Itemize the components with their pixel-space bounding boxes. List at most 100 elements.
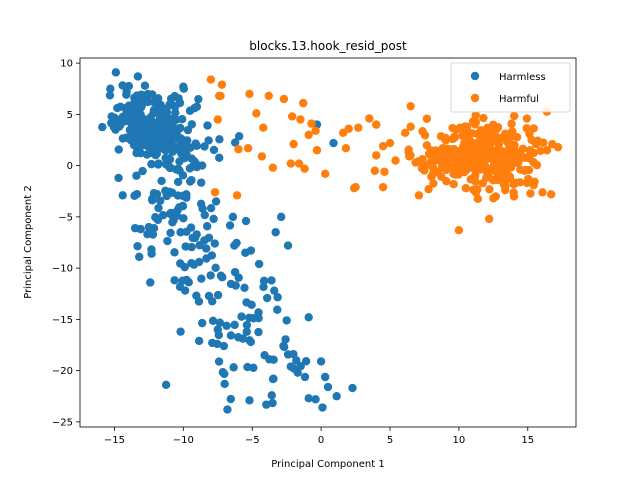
scatter-point	[553, 142, 563, 152]
scatter-point	[505, 163, 514, 172]
scatter-point	[273, 293, 282, 302]
scatter-point	[144, 120, 154, 130]
scatter-point	[418, 154, 427, 164]
scatter-point	[489, 194, 498, 203]
scatter-point	[289, 139, 298, 149]
scatter-point	[140, 81, 150, 90]
scatter-point	[194, 297, 204, 306]
scatter-point	[230, 241, 239, 250]
scatter-point	[271, 228, 280, 237]
scatter-point	[130, 98, 139, 108]
scatter-point	[279, 341, 288, 351]
axes-frame	[79, 57, 577, 428]
scatter-point	[441, 133, 450, 143]
scatter-point	[202, 254, 211, 263]
scatter-point	[114, 173, 123, 183]
scatter-point	[501, 185, 510, 195]
scatter-point	[525, 129, 534, 138]
scatter-point	[234, 273, 243, 282]
scatter-point	[172, 115, 181, 124]
scatter-point	[372, 151, 381, 160]
scatter-point	[146, 113, 155, 122]
scatter-point	[452, 125, 461, 134]
points-layer	[98, 68, 563, 414]
scatter-point	[406, 101, 415, 111]
scatter-point	[267, 276, 276, 285]
scatter-point	[523, 174, 533, 184]
scatter-point	[151, 213, 160, 222]
scatter-point	[217, 80, 227, 89]
scatter-point	[269, 374, 278, 383]
scatter-point	[118, 191, 127, 200]
scatter-point	[286, 362, 295, 371]
scatter-point	[476, 131, 486, 141]
scatter-point	[365, 114, 374, 123]
scatter-point	[158, 211, 168, 220]
scatter-point	[194, 336, 204, 346]
scatter-point	[196, 178, 206, 187]
scatter-point	[111, 68, 121, 77]
scatter-point	[529, 158, 539, 168]
scatter-point	[167, 144, 177, 154]
scatter-point	[220, 369, 229, 379]
scatter-point	[264, 91, 273, 101]
scatter-point	[268, 163, 278, 172]
scatter-point	[147, 245, 156, 254]
scatter-point	[304, 130, 313, 140]
scatter-point	[144, 222, 154, 232]
scatter-point	[341, 144, 351, 153]
scatter-point	[137, 124, 147, 133]
scatter-point	[241, 216, 251, 226]
scatter-point	[206, 271, 215, 280]
scatter-point	[170, 248, 179, 257]
scatter-point	[510, 111, 519, 121]
scatter-point	[142, 96, 151, 105]
scatter-point	[267, 391, 276, 400]
scatter-point	[323, 382, 333, 392]
scatter-point	[440, 145, 450, 154]
scatter-point	[165, 100, 174, 109]
scatter-point	[232, 191, 242, 200]
scatter-point	[422, 141, 432, 150]
scatter-point	[292, 356, 301, 365]
scatter-point	[126, 136, 136, 145]
legend: Harmless Harmful	[450, 62, 571, 113]
scatter-point	[162, 108, 172, 117]
scatter-point	[130, 223, 140, 233]
scatter-point	[380, 167, 389, 176]
scatter-point	[156, 139, 165, 148]
scatter-point	[194, 257, 204, 267]
scatter-point	[485, 214, 494, 224]
scatter-point	[283, 241, 293, 250]
scatter-point	[385, 138, 395, 148]
scatter-point	[197, 318, 207, 328]
scatter-point	[404, 145, 413, 154]
scatter-point	[215, 135, 224, 144]
scatter-point	[257, 152, 267, 161]
scatter-point	[259, 282, 268, 292]
y-tick-label: 10	[60, 59, 73, 70]
scatter-point	[176, 259, 185, 268]
scatter-point	[159, 132, 168, 141]
scatter-point	[460, 148, 469, 158]
scatter-point	[542, 146, 552, 155]
scatter-point	[259, 123, 268, 132]
scatter-point	[254, 327, 263, 337]
scatter-point	[281, 335, 290, 344]
scatter-point	[400, 128, 410, 138]
scatter-point	[179, 214, 188, 223]
scatter-point	[185, 164, 195, 173]
scatter-point	[202, 222, 212, 231]
scatter-point	[200, 210, 209, 220]
chart-title: blocks.13.hook_resid_post	[249, 39, 407, 53]
scatter-point	[197, 161, 207, 170]
scatter-point	[146, 143, 156, 153]
scatter-point	[210, 239, 220, 248]
scatter-point	[509, 192, 519, 201]
scatter-point	[223, 405, 232, 414]
scatter-point	[183, 125, 193, 135]
series-harmful	[206, 75, 563, 235]
scatter-point	[481, 166, 491, 176]
scatter-point	[192, 141, 202, 150]
